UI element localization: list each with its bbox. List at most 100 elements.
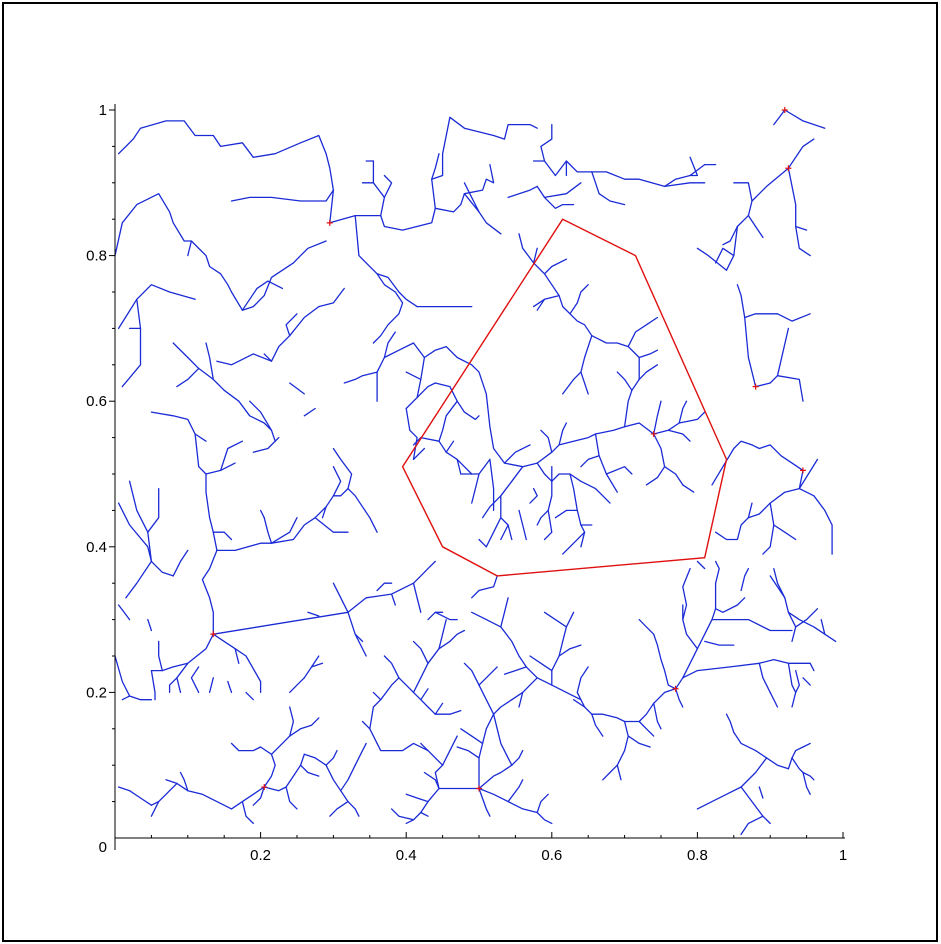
tree-edge [722,225,739,246]
tree-edge [536,677,582,701]
tree-edge [529,487,538,504]
tree-edge [423,345,538,468]
tree-edge [500,524,509,541]
tree-edge [405,407,418,461]
tree-edge [117,120,335,224]
tree-edge [791,757,804,774]
tree-edge [714,247,735,264]
tree-edge [376,273,418,308]
tree-edge [434,735,458,790]
tree-edge [591,713,604,737]
tree-edge [627,735,651,748]
tree-edge [150,800,160,817]
tree-edge [696,757,768,810]
tree-edge [682,567,699,650]
tree-edge [645,466,666,486]
tree-edge [653,688,677,704]
tree-edge [423,771,440,790]
tree-edge [405,342,426,410]
tree-edge [820,618,826,635]
tree-edge [216,517,273,552]
tree-edge [354,633,364,643]
tree-edge [802,742,811,748]
tree-edge [736,167,790,228]
tree-edge [591,335,640,381]
tree-edge [696,560,706,570]
tree-edge [481,495,502,519]
tree-edge [478,764,513,790]
tree-edge [689,156,699,177]
tree-edge [798,458,819,490]
tree-edge [299,717,320,730]
tree-edge [787,662,800,694]
red-cross-marker [650,430,657,437]
tree-edge [205,440,244,475]
tree-edge [562,371,582,395]
tree-edge [449,709,462,715]
tree-edge [733,731,757,752]
tree-edge [751,444,804,472]
tree-edge [321,506,327,519]
tree-edge [456,458,473,475]
tree-edge [558,644,582,657]
tree-edge [602,764,618,781]
red-markers [210,107,806,792]
tree-edge [667,429,691,442]
tree-edge [431,116,538,209]
tree-edge [802,771,815,781]
tree-edge [187,240,193,257]
tree-edge [252,436,280,453]
tree-edge [558,422,568,446]
tree-edge [325,749,338,766]
tree-edge [747,214,764,239]
tree-edge [478,458,491,475]
tree-edge [551,640,564,686]
tree-edge [532,262,553,286]
tree-edge [762,502,775,555]
tree-edge [299,764,320,777]
tree-edge [653,400,662,435]
tree-edge [121,695,131,701]
tree-edge [562,531,586,555]
tree-edge [332,447,353,490]
tree-edge [576,666,589,694]
tree-edge [434,702,444,715]
tree-edge [787,138,815,169]
tree-edge [787,167,811,257]
tree-edge [682,484,695,493]
tree-edge [696,247,728,271]
tree-edge [551,284,571,315]
tree-edge [773,524,797,541]
tree-edge [125,560,153,599]
tree-edge [554,160,593,177]
y-tick-label: 0.8 [86,248,107,265]
tree-edge [438,618,447,650]
tree-edge [420,742,444,766]
tree-edge [463,163,495,195]
tree-edge [289,382,305,395]
tree-edge [117,284,196,330]
tree-edge [438,629,466,650]
tree-edge [412,582,422,613]
tree-edge [412,447,426,461]
tree-edge [623,378,640,428]
tree-edge [147,618,153,632]
red-cross-marker [672,685,679,692]
tree-edge [332,466,342,497]
tree-edge [259,509,265,519]
tree-edge [773,109,786,126]
tree-edge [478,787,509,803]
tree-edge [463,193,502,235]
tree-edge [376,342,415,402]
red-cross-marker [210,631,217,638]
tree-edge [438,400,458,442]
tree-edge [285,786,298,810]
axes: 0.2 0.4 0.6 0.8 1 0.2 0.4 0.6 0.8 1 0 [86,102,847,864]
red-cross-marker [752,383,759,390]
red-cross-marker [785,165,792,172]
tree-edge [234,648,262,694]
tree-edge [787,611,837,643]
y-tick-label: 1 [99,102,107,119]
tree-edge [478,538,487,548]
